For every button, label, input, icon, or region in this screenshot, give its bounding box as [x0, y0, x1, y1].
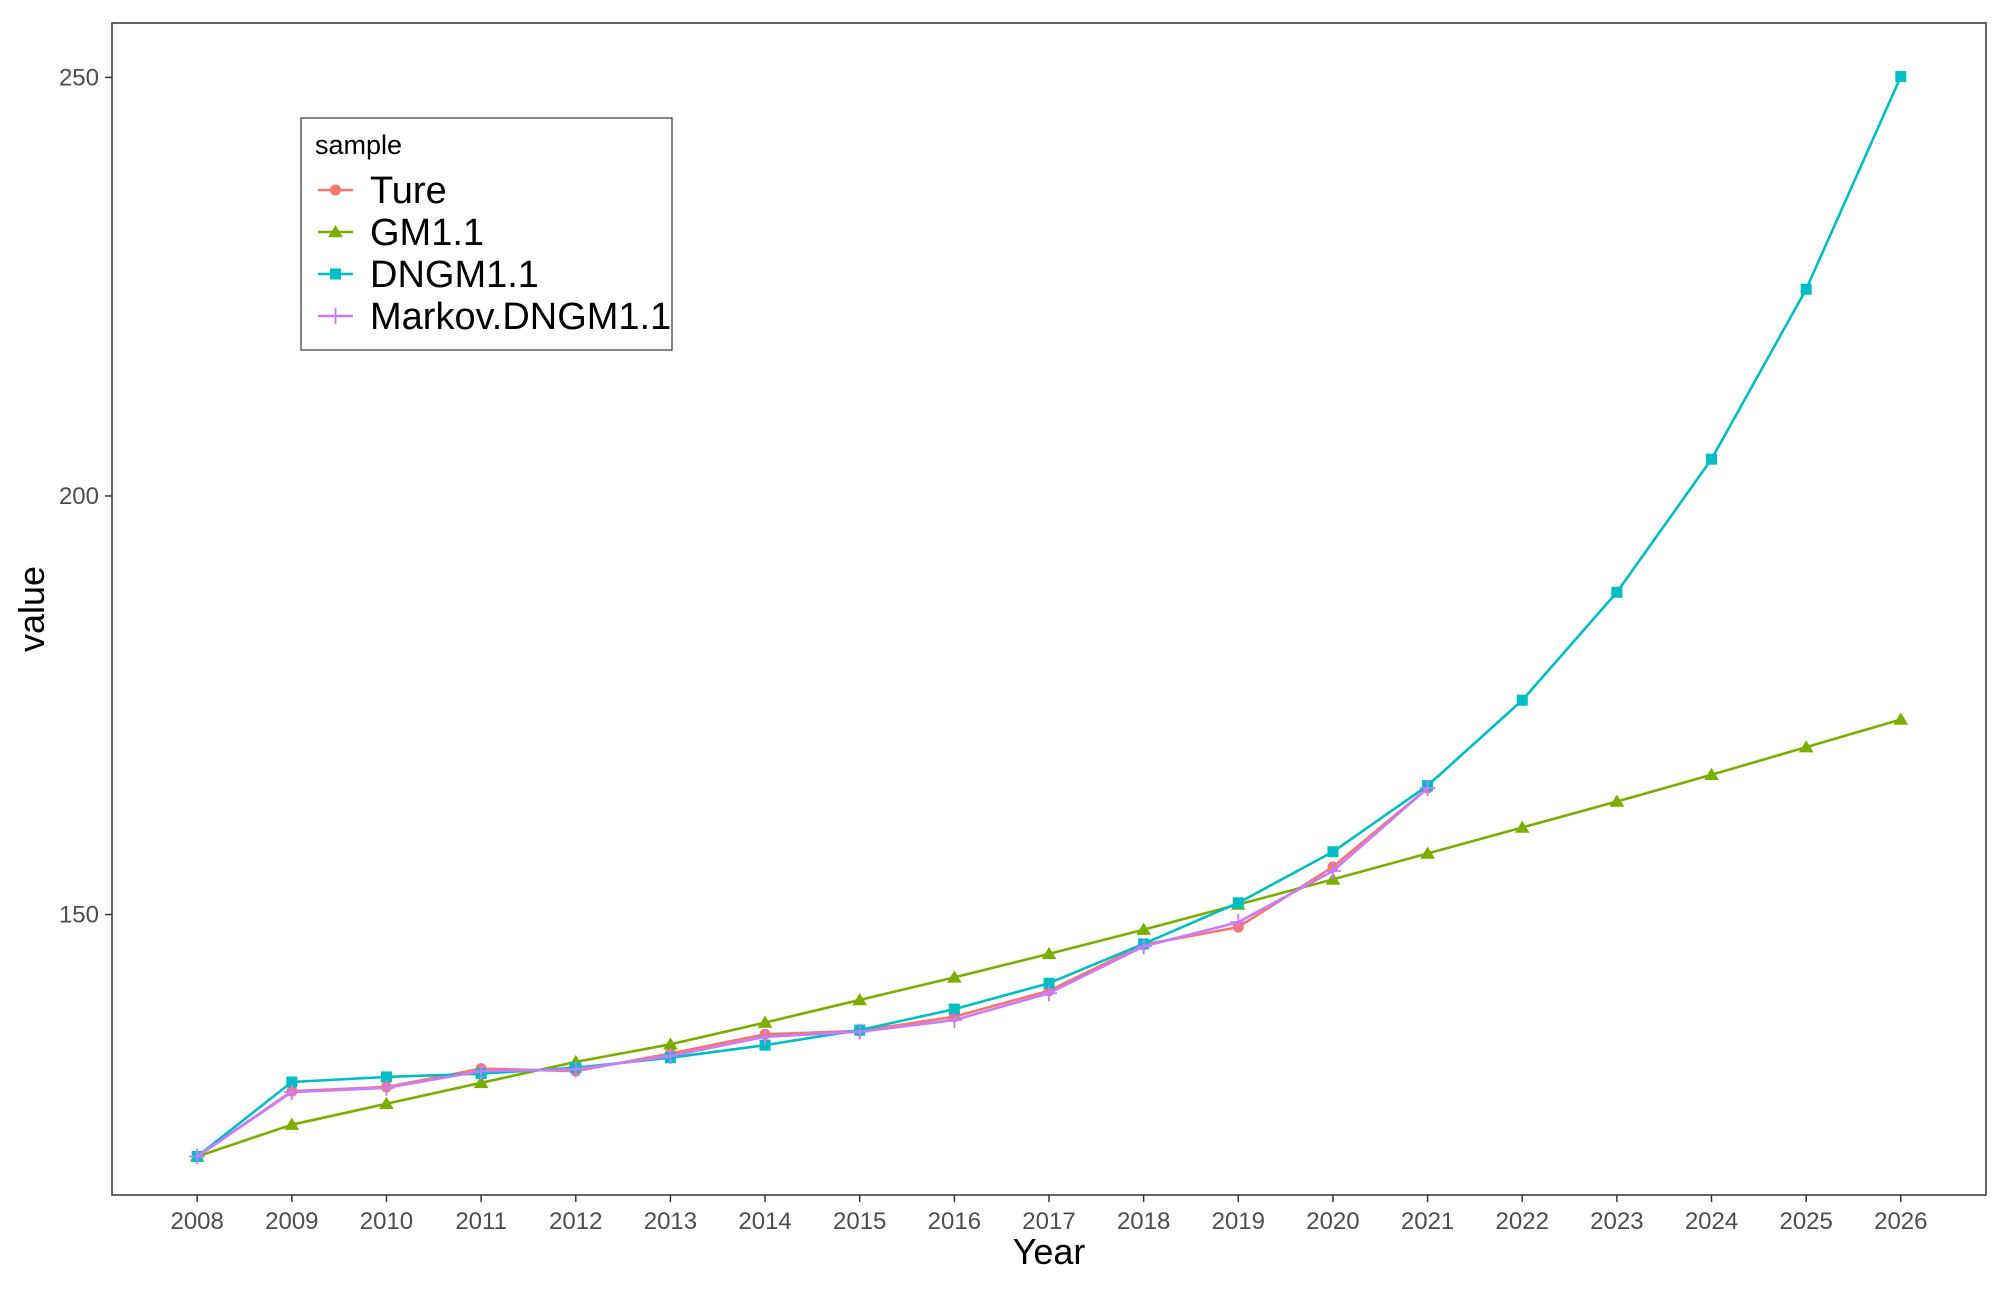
- data-point: [379, 1096, 394, 1110]
- x-tick-label: 2016: [928, 1208, 981, 1235]
- data-point: [1893, 712, 1909, 725]
- x-tick-label: 2017: [1022, 1208, 1075, 1235]
- x-tick-label: 2018: [1117, 1208, 1170, 1235]
- x-tick-label: 2010: [360, 1208, 413, 1235]
- data-point: [1895, 71, 1907, 83]
- x-tick-label: 2015: [833, 1208, 886, 1235]
- data-point: [852, 992, 868, 1006]
- legend-key-marker: [330, 184, 341, 196]
- data-point: [663, 1037, 678, 1050]
- data-point: [757, 1015, 773, 1028]
- series-layer: [189, 71, 1909, 1165]
- x-tick-label: 2023: [1590, 1208, 1643, 1235]
- data-point: [1327, 846, 1339, 858]
- data-point: [1230, 914, 1247, 931]
- y-axis-title: value: [11, 566, 52, 652]
- data-point: [1232, 897, 1244, 909]
- data-point: [948, 1003, 960, 1015]
- series-GM1.1: [189, 712, 1909, 1162]
- data-point: [1420, 846, 1435, 859]
- legend-box: [300, 117, 673, 351]
- x-axis-title: Year: [1013, 1231, 1086, 1272]
- legend-key-marker: [327, 308, 344, 324]
- data-point: [1514, 820, 1530, 833]
- data-point: [662, 1048, 679, 1065]
- x-tick-label: 2011: [455, 1208, 507, 1235]
- data-point: [473, 1075, 489, 1089]
- data-point: [1611, 586, 1623, 598]
- legend-label: Ture: [370, 170, 447, 212]
- data-point: [759, 1039, 771, 1051]
- data-point: [284, 1117, 300, 1130]
- x-tick-label: 2008: [170, 1208, 223, 1235]
- data-point: [1609, 794, 1625, 807]
- x-tick-label: 2025: [1779, 1208, 1832, 1235]
- data-point: [946, 1012, 963, 1029]
- data-point: [378, 1079, 395, 1096]
- series-line: [196, 787, 1429, 1158]
- x-tick-label: 2022: [1496, 1208, 1549, 1235]
- legend-label: GM1.1: [370, 212, 484, 254]
- data-point: [1704, 767, 1719, 781]
- data-point: [1041, 946, 1057, 960]
- x-tick-label: 2013: [644, 1208, 697, 1235]
- data-point: [1516, 694, 1528, 706]
- data-point: [757, 1028, 774, 1045]
- x-axis: 2008 2009 2010 2011 2012 2013 2014 2015 2016 2017…: [170, 1195, 1928, 1235]
- data-point: [851, 1023, 868, 1040]
- x-tick-label: 2019: [1212, 1208, 1265, 1235]
- data-point: [1800, 283, 1812, 295]
- y-tick-label: 150: [59, 902, 99, 929]
- data-point: [286, 1076, 298, 1088]
- legend-key-marker: [330, 268, 341, 280]
- data-point: [473, 1063, 490, 1080]
- data-point: [1043, 977, 1055, 989]
- data-point: [1041, 985, 1057, 1002]
- legend-label: DNGM1.1: [370, 254, 539, 296]
- x-tick-label: 2026: [1874, 1208, 1927, 1235]
- data-point: [1136, 922, 1151, 935]
- y-tick-label: 250: [59, 64, 99, 91]
- data-point: [1324, 863, 1341, 880]
- data-point: [947, 970, 962, 983]
- data-point: [1706, 453, 1718, 465]
- x-tick-label: 2024: [1685, 1208, 1738, 1235]
- legend-label: Markov.DNGM1.1: [370, 296, 671, 338]
- data-point: [283, 1084, 300, 1101]
- data-point: [380, 1071, 392, 1083]
- data-point: [1419, 780, 1436, 797]
- y-tick-label: 200: [59, 483, 99, 510]
- legend-key-marker: [328, 225, 343, 238]
- x-tick-label: 2012: [549, 1208, 602, 1235]
- legend-title: sample: [315, 130, 402, 160]
- data-point: [1798, 740, 1814, 753]
- x-tick-label: 2009: [265, 1208, 318, 1235]
- series-Markov.DNGM1.1: [189, 780, 1436, 1165]
- x-tick-label: 2020: [1306, 1208, 1359, 1235]
- data-point: [189, 1148, 206, 1165]
- data-point: [1135, 938, 1152, 955]
- x-tick-label: 2021: [1401, 1208, 1454, 1235]
- x-tick-label: 2014: [738, 1208, 791, 1235]
- data-point: [567, 1061, 584, 1078]
- y-axis: 150 200 250: [59, 64, 112, 929]
